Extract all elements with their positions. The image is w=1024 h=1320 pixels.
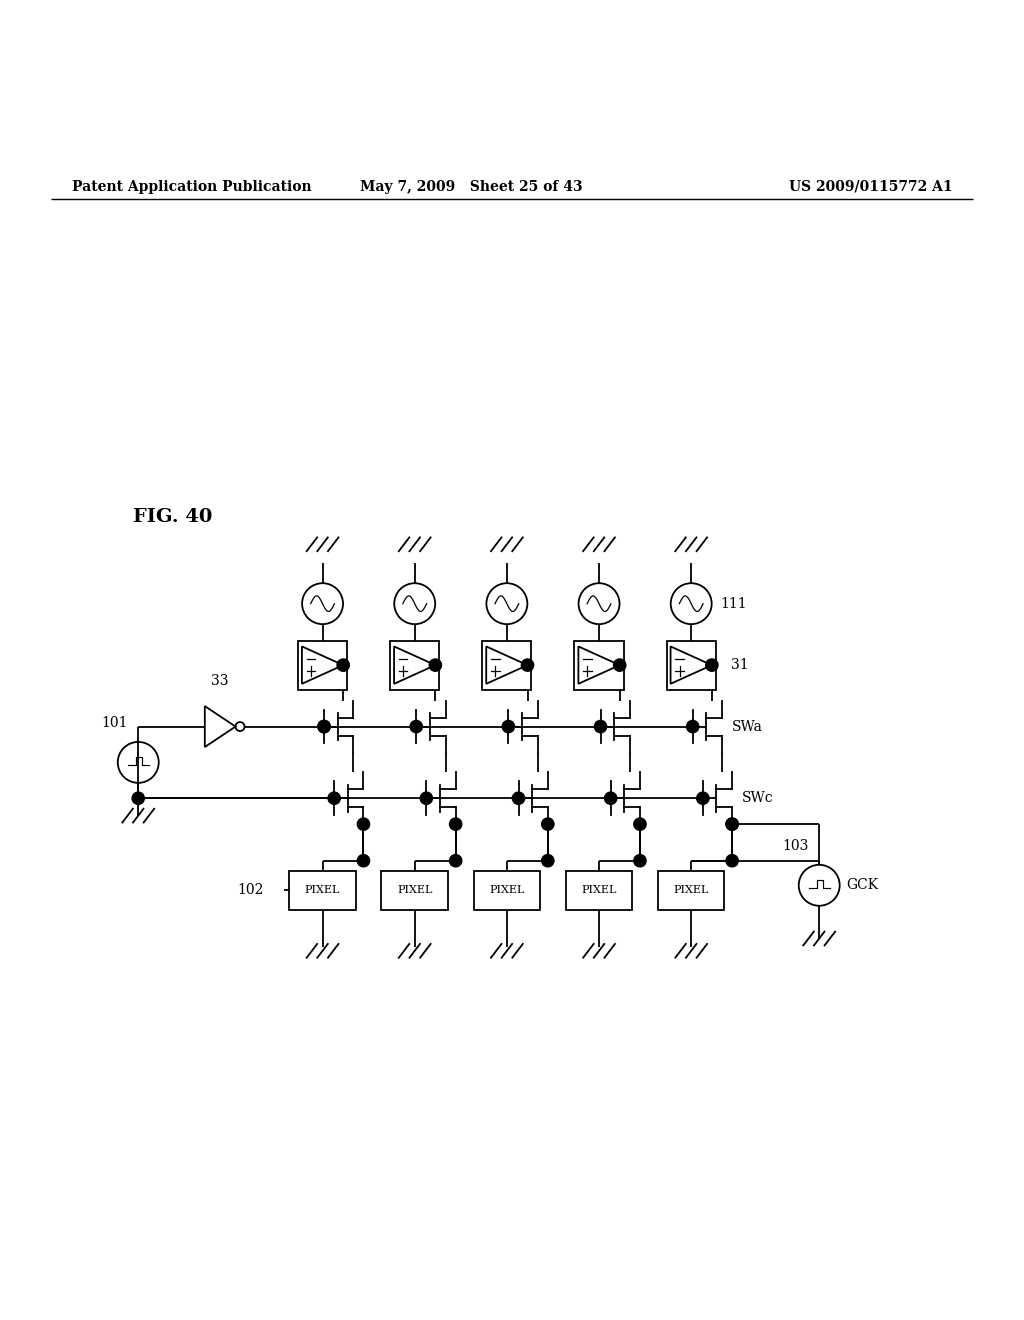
- Text: PIXEL: PIXEL: [674, 886, 709, 895]
- Circle shape: [450, 818, 462, 830]
- Circle shape: [132, 792, 144, 804]
- Circle shape: [502, 721, 514, 733]
- Circle shape: [542, 818, 554, 830]
- Circle shape: [686, 721, 698, 733]
- Text: PIXEL: PIXEL: [582, 886, 616, 895]
- Text: Patent Application Publication: Patent Application Publication: [72, 180, 311, 194]
- Circle shape: [357, 818, 370, 830]
- Bar: [658, 871, 725, 909]
- Text: 103: 103: [782, 838, 809, 853]
- Circle shape: [726, 854, 738, 867]
- Text: US 2009/0115772 A1: US 2009/0115772 A1: [788, 180, 952, 194]
- Text: May 7, 2009   Sheet 25 of 43: May 7, 2009 Sheet 25 of 43: [359, 180, 583, 194]
- Circle shape: [357, 854, 370, 867]
- Circle shape: [450, 854, 462, 867]
- Text: PIXEL: PIXEL: [397, 886, 432, 895]
- Circle shape: [420, 792, 432, 804]
- Text: SWc: SWc: [742, 791, 774, 805]
- Circle shape: [328, 792, 340, 804]
- Bar: [390, 640, 439, 689]
- Text: 111: 111: [720, 597, 746, 611]
- Bar: [289, 871, 356, 909]
- Circle shape: [726, 818, 738, 830]
- Text: 33: 33: [211, 673, 229, 688]
- Bar: [473, 871, 541, 909]
- Bar: [382, 871, 449, 909]
- Circle shape: [706, 659, 718, 672]
- Circle shape: [317, 721, 330, 733]
- Text: 31: 31: [731, 659, 749, 672]
- Text: FIG. 40: FIG. 40: [133, 508, 213, 525]
- Circle shape: [317, 721, 330, 733]
- Text: SWa: SWa: [732, 719, 763, 734]
- Bar: [565, 871, 632, 909]
- Text: PIXEL: PIXEL: [305, 886, 340, 895]
- Circle shape: [634, 854, 646, 867]
- Text: GCK: GCK: [846, 878, 878, 892]
- Circle shape: [634, 818, 646, 830]
- Circle shape: [337, 659, 349, 672]
- Circle shape: [594, 721, 606, 733]
- Bar: [482, 640, 531, 689]
- Text: 101: 101: [101, 715, 128, 730]
- Circle shape: [512, 792, 524, 804]
- Circle shape: [410, 721, 422, 733]
- Circle shape: [521, 659, 534, 672]
- Circle shape: [613, 659, 626, 672]
- Bar: [298, 640, 347, 689]
- Bar: [574, 640, 624, 689]
- Circle shape: [542, 854, 554, 867]
- Circle shape: [604, 792, 616, 804]
- Circle shape: [696, 792, 709, 804]
- Text: 102: 102: [238, 883, 263, 898]
- Circle shape: [429, 659, 441, 672]
- Circle shape: [726, 818, 738, 830]
- Bar: [667, 640, 716, 689]
- Text: PIXEL: PIXEL: [489, 886, 524, 895]
